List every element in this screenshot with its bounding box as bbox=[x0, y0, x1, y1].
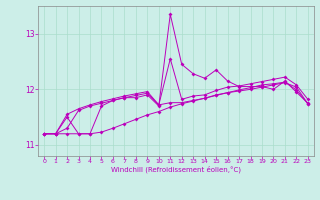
X-axis label: Windchill (Refroidissement éolien,°C): Windchill (Refroidissement éolien,°C) bbox=[111, 166, 241, 173]
